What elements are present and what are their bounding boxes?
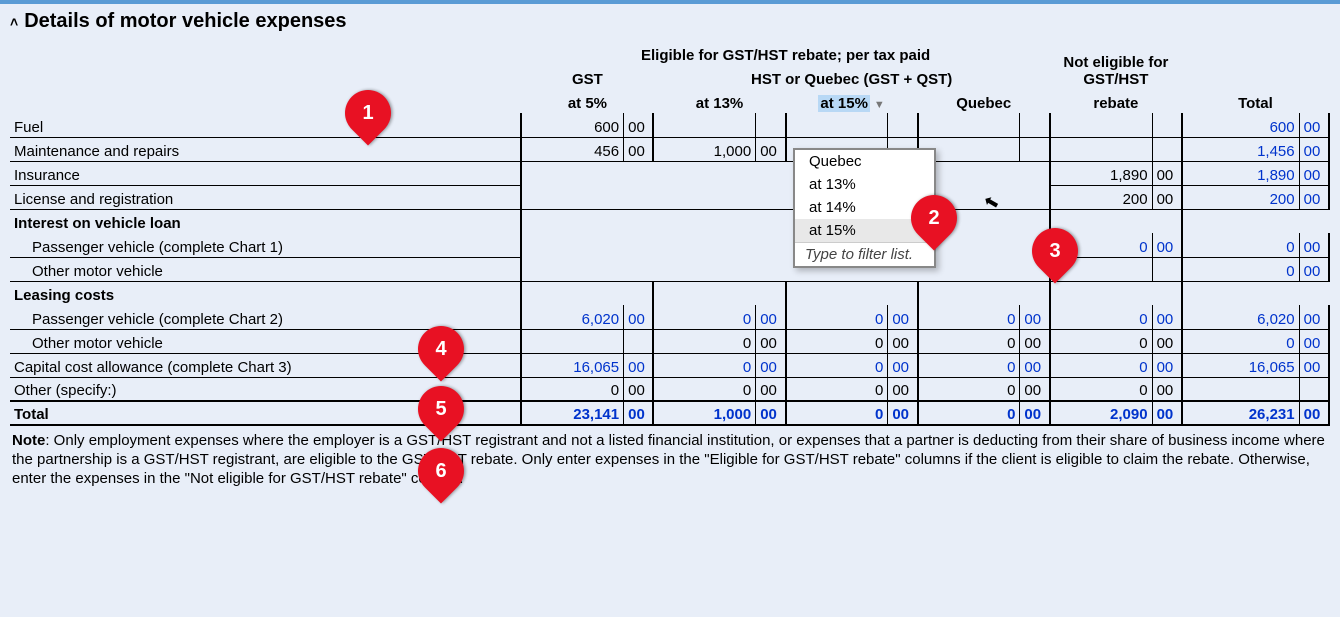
dropdown-filter-hint[interactable]: Type to filter list. <box>795 242 934 266</box>
fuel-gst-d[interactable]: 600 <box>521 113 623 137</box>
fuel-gst-c[interactable]: 00 <box>624 113 654 137</box>
hdr-not-eligible: Not eligible for GST/HST <box>1050 41 1182 89</box>
row-other: Other (specify:) 000 000 000 000 000 <box>10 377 1329 401</box>
collapse-icon[interactable]: ˄ <box>10 14 18 30</box>
row-total: Total 23,14100 1,00000 000 000 2,09000 2… <box>10 401 1329 425</box>
hdr-eligible-super: Eligible for GST/HST rebate; per tax pai… <box>521 41 1049 65</box>
row-maint: Maintenance and repairs 45600 1,00000 1,… <box>10 137 1329 161</box>
row-license: License and registration 20000 20000 <box>10 185 1329 209</box>
page-title: Details of motor vehicle expenses <box>24 10 346 33</box>
footnote: Note: Only employment expenses where the… <box>10 426 1330 490</box>
hdr-hst15[interactable]: at 15%▼ <box>786 89 918 113</box>
dropdown-option[interactable]: Quebec <box>795 150 934 173</box>
hdr-total: Total <box>1182 89 1329 113</box>
section-header[interactable]: ˄ Details of motor vehicle expenses <box>0 4 1340 37</box>
hdr-hst-quebec: HST or Quebec (GST + QST) <box>653 65 1049 89</box>
hdr-hst13: at 13% <box>653 89 785 113</box>
expense-table: Eligible for GST/HST rebate; per tax pai… <box>10 41 1330 426</box>
hdr-not-eligible-l3: rebate <box>1050 89 1182 113</box>
row-interest-omv: Other motor vehicle 000 <box>10 257 1329 281</box>
hdr-quebec: Quebec <box>918 89 1050 113</box>
row-leasing-omv: Other motor vehicle 000 000 000 000 000 <box>10 329 1329 353</box>
fuel-total-d: 600 <box>1182 113 1299 137</box>
chevron-down-icon[interactable]: ▼ <box>874 99 885 111</box>
row-cca: Capital cost allowance (complete Chart 3… <box>10 353 1329 377</box>
dropdown-option[interactable]: at 13% <box>795 173 934 196</box>
row-leasing-hdr: Leasing costs <box>10 281 1329 305</box>
worksheet-area: Eligible for GST/HST rebate; per tax pai… <box>0 37 1340 500</box>
row-insurance: Insurance 1,89000 1,89000 <box>10 161 1329 185</box>
hdr-gst-l2: at 5% <box>521 89 653 113</box>
hdr-gst-l1: GST <box>521 65 653 89</box>
row-leasing-pv: Passenger vehicle (complete Chart 2) 6,0… <box>10 305 1329 329</box>
label-fuel: Fuel <box>10 113 521 137</box>
row-fuel: Fuel 60000 60000 <box>10 113 1329 137</box>
row-interest-pv: Passenger vehicle (complete Chart 1) 000… <box>10 233 1329 257</box>
row-interest-hdr: Interest on vehicle loan <box>10 209 1329 233</box>
